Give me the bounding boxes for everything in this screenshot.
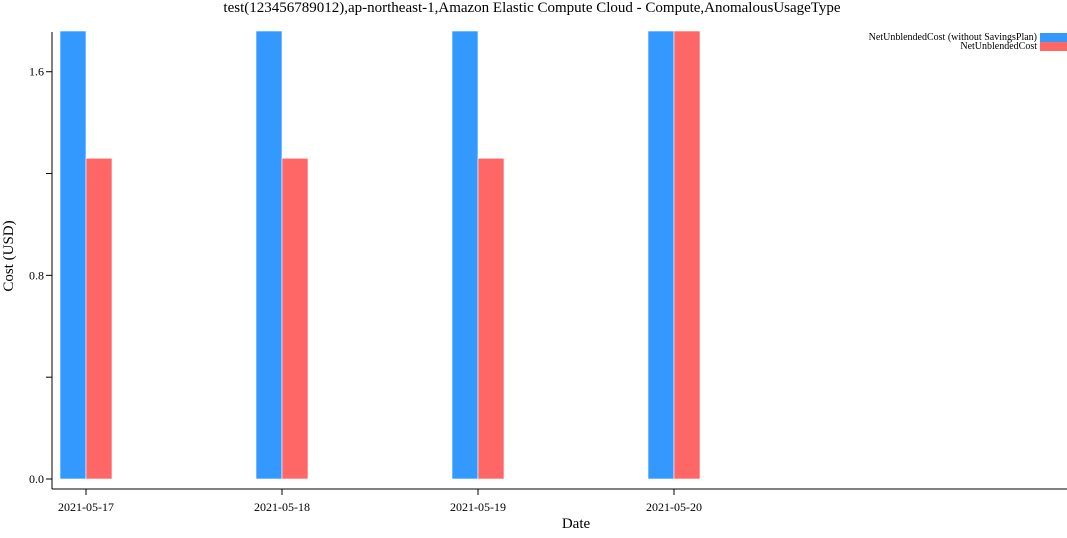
chart-title: test(123456789012),ap-northeast-1,Amazon… [223, 0, 841, 16]
y-axis-ticks: 0.0 0.8 1.6 [29, 65, 52, 486]
bar-without-savingsplan-2021-05-19 [451, 30, 479, 480]
bar-without-savingsplan-2021-05-20 [647, 30, 675, 480]
legend-swatch [1040, 42, 1067, 51]
y-tick-label: 1.6 [29, 65, 44, 79]
bar-without-savingsplan-2021-05-18 [255, 30, 283, 480]
plot-area [59, 30, 701, 480]
y-tick-label: 0.8 [29, 268, 44, 282]
x-tick-label: 2021-05-19 [450, 500, 506, 514]
bar-net-unblended-2021-05-19 [477, 157, 505, 480]
bar-net-unblended-2021-05-20 [673, 30, 701, 480]
bar-net-unblended-2021-05-17 [85, 157, 113, 480]
bar-net-unblended-2021-05-18 [281, 157, 309, 480]
y-axis-label: Cost (USD) [1, 220, 17, 291]
legend-label: NetUnblendedCost (without SavingsPlan) [869, 32, 1037, 43]
x-axis-label: Date [562, 516, 591, 532]
x-axis-ticks: 2021-05-17 2021-05-18 2021-05-19 2021-05-20 [58, 489, 702, 514]
x-tick-label: 2021-05-20 [646, 500, 702, 514]
legend-label: NetUnblendedCost [960, 41, 1037, 52]
bar-without-savingsplan-2021-05-17 [59, 30, 87, 480]
y-tick-label: 0.0 [29, 472, 44, 486]
x-tick-label: 2021-05-17 [58, 500, 114, 514]
legend-swatch [1040, 33, 1067, 42]
x-tick-label: 2021-05-18 [254, 500, 310, 514]
legend: NetUnblendedCost (without SavingsPlan)Ne… [869, 32, 1067, 52]
